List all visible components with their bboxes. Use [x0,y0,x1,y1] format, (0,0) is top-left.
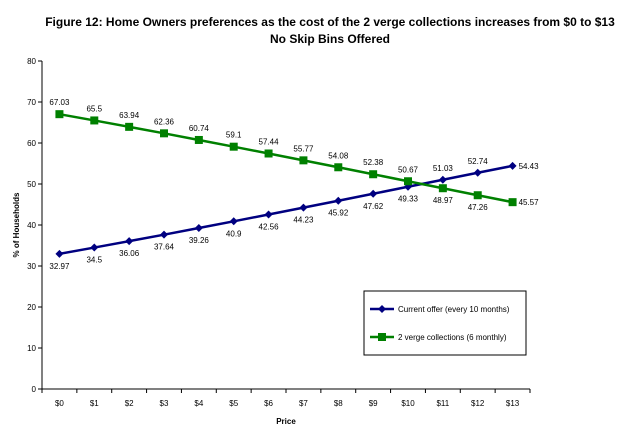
data-label: 40.9 [226,229,242,238]
data-point-diamond [334,196,343,205]
y-tick-label: 10 [27,344,36,353]
series-line-verge-collections [59,112,513,204]
data-point-diamond [264,210,273,219]
data-label: 59.1 [226,131,242,140]
data-label: 54.08 [328,151,349,160]
x-tick-label: $12 [471,399,485,408]
data-point-diamond [55,249,64,258]
data-label: 60.74 [189,124,210,133]
x-tick-label: $5 [229,399,238,408]
y-axis-title: % of Households [12,192,21,257]
data-label: 50.67 [398,165,419,174]
data-label: 32.97 [49,262,70,271]
data-label: 51.03 [433,164,454,173]
legend-box [363,290,527,356]
data-label: 47.62 [363,202,384,211]
y-tick-label: 20 [27,303,36,312]
y-tick-label: 80 [27,57,36,66]
x-tick-label: $11 [436,399,449,408]
series-line-current-offer [59,164,513,256]
data-point-diamond [438,175,447,184]
data-label: 57.44 [259,137,280,146]
data-point-square [473,191,482,200]
data-label: 45.92 [328,209,349,218]
chart-title: Figure 12: Home Owners preferences as th… [45,15,615,29]
data-label: 45.57 [519,198,540,207]
data-label: 39.26 [189,236,210,245]
data-label: 55.77 [293,144,314,153]
data-point-diamond [508,161,517,170]
series-layer: 32.97 34.5 36.06 37.64 39.26 40.9 42.56 44.23 45… [49,98,539,271]
legend-label: 2 verge collections (6 monthly) [398,333,507,342]
legend-label: Current offer (every 10 months) [398,305,510,314]
data-label: 52.74 [468,157,489,166]
data-label: 44.23 [293,216,314,225]
x-tick-label: $13 [506,399,520,408]
data-label: 34.5 [86,256,102,265]
data-point-square [90,116,99,125]
data-label: 63.94 [119,111,140,120]
data-label: 52.38 [363,158,384,167]
data-label: 47.26 [468,203,489,212]
data-label: 48.97 [433,196,454,205]
data-point-diamond [229,217,238,226]
x-tick-label: $9 [369,399,378,408]
data-label: 36.06 [119,249,140,258]
data-label: 42.56 [259,223,280,232]
x-tick-label: $1 [90,399,99,408]
data-point-square [404,177,412,186]
data-point-square [264,149,273,158]
data-point-square [55,110,64,119]
x-axis-title: Price [276,417,296,426]
y-tick-label: 60 [27,139,36,148]
data-point-diamond [90,243,99,252]
x-tick-label: $8 [334,399,343,408]
data-point-square [194,135,203,144]
data-label: 37.64 [154,243,175,252]
data-point-square [334,163,343,172]
data-point-diamond [194,224,203,233]
data-point-diamond [473,168,482,177]
chart-subtitle: No Skip Bins Offered [270,32,390,46]
data-point-diamond [160,230,168,239]
data-point-square [160,129,168,138]
data-point-diamond [369,189,378,198]
data-label: 54.43 [519,162,540,171]
x-tick-label: $4 [194,399,203,408]
x-tick-label: $2 [125,399,134,408]
data-label: 49.33 [398,195,419,204]
data-point-square [369,170,378,179]
data-point-square [299,156,308,165]
legend-marker-diamond [378,305,386,313]
x-tick-label: $3 [160,399,169,408]
legend: Current offer (every 10 months) 2 verge c… [363,290,527,356]
data-point-diamond [299,203,308,212]
data-label: 67.03 [49,98,70,107]
x-tick-label: $7 [299,399,308,408]
data-point-diamond [125,237,134,246]
data-point-square [125,122,134,131]
legend-marker-square [378,333,386,341]
axes: 0 10 20 30 40 50 60 70 80 $0 $1 $2 $3 $4 $5 $6 $7 $8 $9 $10… [12,57,531,426]
data-point-square [229,142,238,151]
data-point-square [508,198,517,207]
x-tick-label: $6 [264,399,273,408]
y-tick-label: 40 [27,221,36,230]
data-label: 62.36 [154,117,175,126]
y-tick-label: 50 [27,180,36,189]
x-tick-label: $10 [401,399,415,408]
data-label: 65.5 [86,104,102,113]
x-tick-label: $0 [55,399,64,408]
y-tick-label: 0 [32,385,37,394]
data-point-square [438,184,447,193]
y-tick-label: 30 [27,262,36,271]
y-tick-label: 70 [27,98,36,107]
